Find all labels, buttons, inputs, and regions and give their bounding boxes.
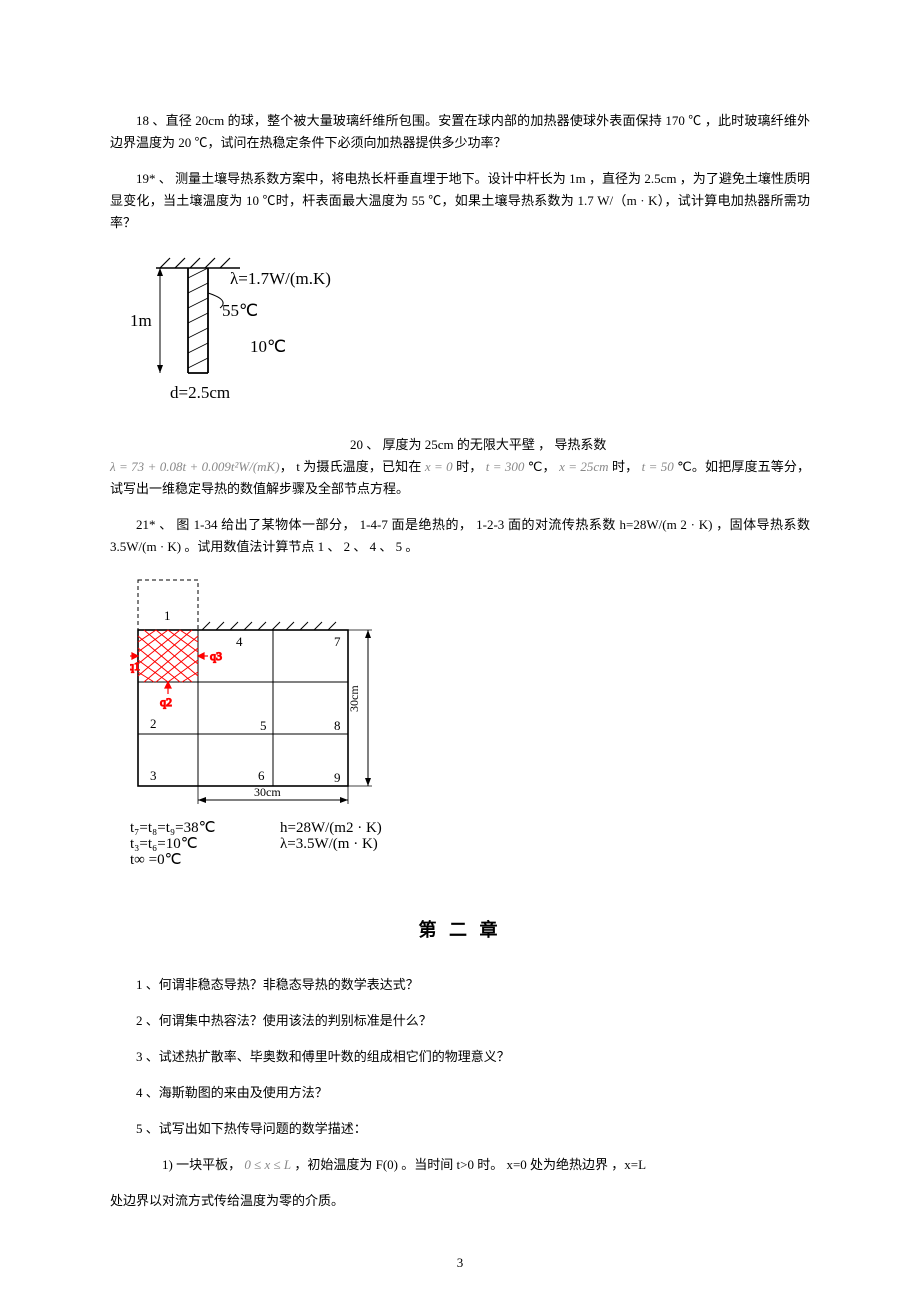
temp-10: 10℃ — [250, 337, 286, 356]
ch2-q2: 2 、何谓集中热容法？使用该法的判别标准是什么？ — [110, 1010, 810, 1032]
dim-h: 30cm — [254, 785, 281, 799]
dim-v: 30cm — [347, 685, 361, 712]
node-9: 9 — [334, 770, 341, 785]
p20-x0: x = 0 — [425, 459, 453, 474]
q3-label: q3 — [210, 649, 222, 663]
caption-t789: t₇=t₈=t₉=38℃ — [130, 820, 215, 836]
ch2-q5-1b: ，初始温度为 F(0) 。当时间 t>0 时。 x=0 处为绝热边界 ，x=L — [291, 1157, 646, 1172]
ch2-q5-1: 1) 一块平板， 0 ≤ x ≤ L ，初始温度为 F(0) 。当时间 t>0 … — [110, 1154, 810, 1176]
p20-t50: t = 50 — [642, 459, 674, 474]
page-number: 3 — [110, 1252, 810, 1274]
q2-label: q2 — [160, 695, 172, 709]
ch2-q5: 5 、试写出如下热传导问题的数学描述： — [110, 1118, 810, 1140]
problem-19: 19* 、 测量土壤导热系数方案中，将电热长杆垂直埋于地下。设计中杆长为 1m … — [110, 168, 810, 234]
p20-mid2: 时， — [453, 459, 486, 474]
p20-mid4: 时， — [609, 459, 642, 474]
ch2-q5-1a: 1) 一块平板， — [162, 1157, 244, 1172]
q1-label: q1 — [130, 659, 140, 673]
lambda-label: λ=1.7W/(m.K) — [230, 269, 331, 288]
ch2-q5-1range: 0 ≤ x ≤ L — [244, 1157, 291, 1172]
problem-20: 20 、 厚度为 25cm 的无限大平壁 ， 导热系数 λ = 73 + 0.0… — [110, 434, 810, 500]
caption-tinf: t∞ =0℃ — [130, 852, 181, 868]
ch2-q4: 4 、海斯勒图的来由及使用方法？ — [110, 1082, 810, 1104]
node-6: 6 — [258, 768, 265, 783]
height-label: 1m — [130, 311, 152, 330]
chapter-2-title: 第 二 章 — [110, 915, 810, 946]
node-1: 1 — [164, 608, 171, 623]
ch2-q3: 3 、试述热扩散率、毕奥数和傅里叶数的组成相它们的物理意义？ — [110, 1046, 810, 1068]
p20-lead: 20 、 厚度为 25cm 的无限大平壁 ， 导热系数 — [350, 437, 606, 452]
caption-h: h=28W/(m2 · K) — [280, 820, 382, 836]
node-4: 4 — [236, 634, 243, 649]
ch2-q1: 1 、何谓非稳态导热？非稳态导热的数学表达式？ — [110, 974, 810, 996]
node-3: 3 — [150, 768, 157, 783]
node-7: 7 — [334, 634, 341, 649]
node-2: 2 — [150, 716, 157, 731]
p20-mid: ， t 为摄氏温度，已知在 — [280, 459, 425, 474]
ch2-q5-cont: 处边界以对流方式传给温度为零的介质。 — [110, 1190, 810, 1212]
problem-18: 18 、直径 20cm 的球，整个被大量玻璃纤维所包围。安置在球内部的加热器使球… — [110, 110, 810, 154]
caption-t36: t₃=t₆=10℃ — [130, 836, 198, 852]
p20-x25: x = 25cm — [559, 459, 608, 474]
node-5: 5 — [260, 718, 267, 733]
problem-21: 21* 、 图 1-34 给出了某物体一部分， 1-4-7 面是绝热的， 1-2… — [110, 514, 810, 558]
p20-formula: λ = 73 + 0.08t + 0.009t²W/(mK) — [110, 459, 280, 474]
diameter-label: d=2.5cm — [170, 383, 230, 402]
temp-55: 55℃ — [222, 301, 258, 320]
caption-lambda: λ=3.5W/(m · K) — [280, 836, 378, 852]
node-8: 8 — [334, 718, 341, 733]
p20-t300: t = 300 — [486, 459, 525, 474]
p20-mid3: ℃， — [524, 459, 559, 474]
diagram-19: 1m 55℃ λ=1.7W/(m.K) 10℃ d=2.5cm — [130, 248, 810, 425]
diagram-21: q1 q3 q2 1 2 3 4 5 6 7 8 9 30cm — [130, 572, 810, 879]
